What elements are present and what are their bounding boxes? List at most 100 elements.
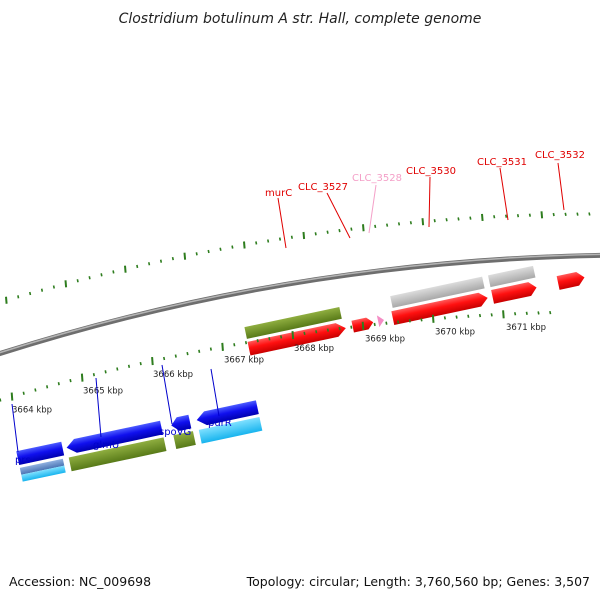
inner-minor-tick <box>514 312 517 316</box>
reverse-gene-labels: prs glmU spoVG purR <box>11 364 232 466</box>
outer-major-tick <box>481 213 484 221</box>
prs-label[interactable]: prs <box>15 455 31 466</box>
inner-minor-tick <box>373 322 376 327</box>
inner-minor-tick <box>408 319 411 323</box>
forward-gene-labels: murC CLC_3527 CLC_3528 CLC_3530 CLC_3531… <box>265 150 585 249</box>
inner-minor-tick <box>104 370 107 374</box>
outer-minor-tick <box>76 279 79 283</box>
outer-minor-tick <box>386 223 389 227</box>
prs-cog-bar-cyan <box>21 465 66 482</box>
outer-minor-tick <box>29 291 32 296</box>
inner-minor-tick <box>467 314 470 318</box>
clc3530-label[interactable]: CLC_3530 <box>406 166 456 177</box>
murC-gene-arrow[interactable] <box>247 321 348 356</box>
inner-minor-tick <box>385 321 388 325</box>
outer-minor-tick <box>564 212 567 216</box>
inner-minor-tick <box>0 398 2 402</box>
outer-minor-tick <box>17 295 20 299</box>
outer-minor-tick <box>457 217 460 221</box>
outer-minor-tick <box>576 212 579 216</box>
clc3528-label[interactable]: CLC_3528 <box>352 173 402 184</box>
outer-minor-tick <box>374 224 377 229</box>
outer-minor-tick <box>159 259 163 263</box>
inner-major-tick <box>361 321 365 330</box>
outer-minor-tick <box>290 235 293 239</box>
glmU-cog-bar <box>68 437 167 472</box>
scale-label: 3665 kbp <box>83 386 123 396</box>
purR-cog-bar <box>198 416 263 444</box>
outer-minor-tick <box>588 212 591 216</box>
inner-minor-tick <box>537 311 540 315</box>
map-title: Clostridium botulinum A str. Hall, compl… <box>119 11 482 27</box>
scale-label: 3664 kbp <box>12 406 52 416</box>
outer-minor-tick <box>516 213 520 218</box>
murC-cog-bar <box>244 306 342 339</box>
clc3531-gene-arrow[interactable] <box>491 281 538 304</box>
inner-major-tick <box>80 373 84 382</box>
inner-minor-tick <box>256 339 259 343</box>
inner-minor-tick <box>233 343 236 347</box>
inner-minor-tick <box>163 356 166 361</box>
inner-minor-tick <box>443 316 446 320</box>
outer-minor-tick <box>136 264 139 269</box>
inner-major-tick <box>221 342 224 351</box>
outer-minor-tick <box>100 273 103 277</box>
clc3532-leader-line <box>557 162 565 211</box>
clc3530-cog-bar <box>390 276 485 308</box>
spoVG-leader-line <box>161 364 173 425</box>
clc3528-gene-arrow[interactable] <box>376 314 385 328</box>
outer-minor-tick <box>267 239 270 243</box>
inner-minor-tick <box>209 347 212 351</box>
clc3530-gene-arrow[interactable] <box>391 291 489 325</box>
inner-minor-tick <box>268 337 271 341</box>
outer-minor-tick <box>552 212 555 217</box>
glmU-label[interactable]: glmU <box>93 440 119 451</box>
inner-minor-tick <box>186 351 189 356</box>
inner-minor-tick <box>549 310 552 315</box>
inner-major-tick <box>502 310 505 319</box>
outer-minor-tick <box>314 232 317 236</box>
inner-minor-tick <box>338 326 341 331</box>
outer-major-tick <box>64 280 68 288</box>
outer-major-tick <box>183 252 187 260</box>
clc3532-label[interactable]: CLC_3532 <box>535 150 585 161</box>
murC-label[interactable]: murC <box>265 188 292 199</box>
inner-minor-tick <box>139 361 142 366</box>
spoVG-label[interactable]: spoVG <box>159 427 191 438</box>
clc3527-label[interactable]: CLC_3527 <box>298 182 348 193</box>
outer-minor-tick <box>112 270 115 274</box>
outer-minor-tick <box>148 262 151 266</box>
glmU-gene-arrow[interactable] <box>65 420 163 455</box>
inner-minor-tick <box>455 315 458 319</box>
purR-label[interactable]: purR <box>208 418 232 429</box>
outer-minor-tick <box>171 256 174 261</box>
inner-minor-tick <box>198 349 201 353</box>
inner-minor-tick <box>350 325 353 329</box>
clc3532-gene-arrow[interactable] <box>556 271 586 290</box>
spoVG-gene-arrow[interactable] <box>170 414 192 433</box>
inner-minor-tick <box>315 330 318 334</box>
outer-minor-tick <box>326 230 329 234</box>
outer-major-tick <box>540 211 544 219</box>
outer-minor-tick <box>88 276 91 280</box>
clc3531-cog-bar <box>487 265 536 288</box>
inner-minor-tick <box>244 341 248 345</box>
prs-gene-arrow[interactable] <box>16 441 65 465</box>
outer-major-tick <box>124 265 127 273</box>
genome-backbone <box>0 252 600 357</box>
outer-minor-tick <box>433 219 436 223</box>
inner-major-tick <box>291 331 295 340</box>
inner-minor-tick <box>69 378 72 383</box>
scale-label: 3666 kbp <box>153 370 193 380</box>
purR-leader-line <box>210 368 220 417</box>
inner-minor-tick <box>303 331 306 336</box>
outer-minor-tick <box>350 227 353 231</box>
clc3530-leader-line <box>428 176 431 228</box>
reverse-strand-track <box>16 400 263 482</box>
purR-gene-arrow[interactable] <box>195 400 259 427</box>
inner-tick-ring: 3664 kbp 3665 kbp 3666 kbp 3667 kbp 3668 kbp… <box>0 310 552 416</box>
inner-minor-tick <box>397 320 400 324</box>
clc3531-label[interactable]: CLC_3531 <box>477 157 527 168</box>
outer-minor-tick <box>207 249 210 254</box>
